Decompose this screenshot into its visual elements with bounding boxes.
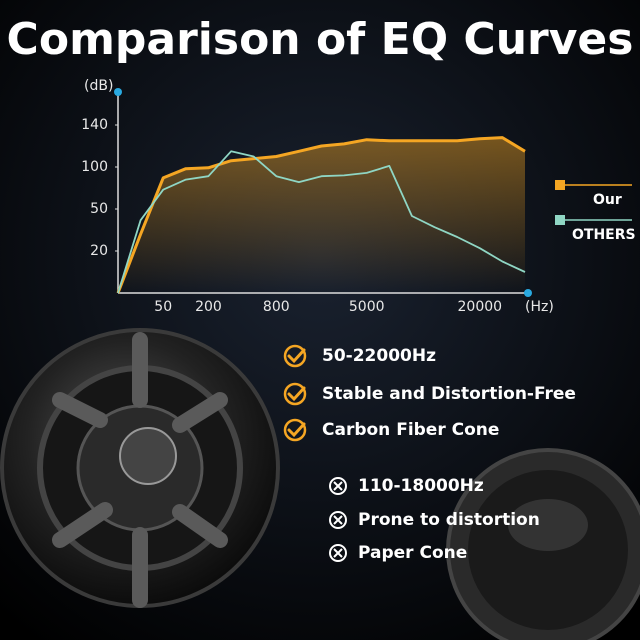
x-tick-label: 5000 [349, 299, 385, 315]
cross-icon [329, 477, 347, 495]
check-icon [283, 382, 307, 406]
x-tick-label: 800 [263, 299, 290, 315]
y-tick-label: 20 [90, 243, 108, 259]
feature-good: Carbon Fiber Cone [322, 420, 499, 440]
feature-bad: Prone to distortion [358, 510, 540, 530]
check-mark [287, 348, 306, 364]
feature-bad: 110-18000Hz [358, 476, 484, 496]
line [116, 136, 526, 294]
axis-dot [114, 88, 122, 96]
axis-dot [524, 289, 532, 297]
check-mark [287, 422, 306, 438]
legend-label: Our [593, 192, 622, 208]
check-circle [283, 418, 307, 442]
chart-title: Comparison of EQ Curves [7, 14, 634, 65]
feature-bad: Paper Cone [358, 543, 467, 563]
x-unit: (Hz) [525, 299, 554, 315]
x-tick-label: 50 [154, 299, 172, 315]
cross-icon [329, 544, 347, 562]
cross-mark [333, 548, 343, 558]
legend-label: OTHERS [572, 227, 636, 243]
speaker-image [446, 448, 640, 640]
x-tick-label: 20000 [458, 299, 503, 315]
speaker-image [0, 328, 280, 608]
y-unit: (dB) [84, 78, 113, 94]
feature-good: 50-22000Hz [322, 346, 436, 366]
y-tick-label: 50 [90, 201, 108, 217]
check-icon [283, 418, 307, 442]
legend-swatch [555, 180, 565, 190]
legend-swatch [555, 215, 565, 225]
y-tick-label: 100 [81, 159, 108, 175]
cross-circle [329, 477, 347, 495]
cross-mark [333, 515, 343, 525]
check-mark [287, 386, 306, 402]
line [117, 150, 526, 294]
cross-icon [329, 511, 347, 529]
check-icon [283, 344, 307, 368]
cross-circle [329, 544, 347, 562]
check-circle [283, 344, 307, 368]
check-circle [283, 382, 307, 406]
cross-circle [329, 511, 347, 529]
area [118, 137, 525, 293]
y-tick-label: 140 [81, 117, 108, 133]
cross-mark [333, 481, 343, 491]
x-tick-label: 200 [195, 299, 222, 315]
feature-good: Stable and Distortion-Free [322, 384, 576, 404]
